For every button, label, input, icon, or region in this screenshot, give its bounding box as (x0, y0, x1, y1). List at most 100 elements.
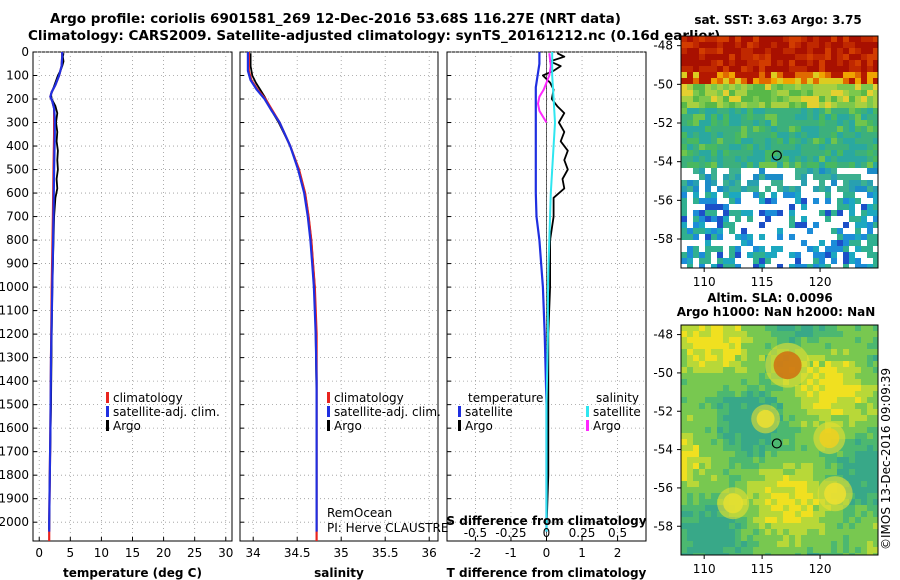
map-blob (773, 351, 802, 380)
x-tick-label: 36 (422, 546, 437, 560)
legend-satellite-label: satellite-adj. clim. (113, 405, 220, 419)
x-tick-label: 35 (334, 546, 349, 560)
x-tick-label: 0 (35, 546, 43, 560)
y-tick-label: 1400 (0, 374, 29, 388)
map-blob (824, 482, 847, 505)
legend-s-satellite-label: satellite (593, 405, 641, 419)
map-frame (680, 35, 879, 269)
credit-project: RemOcean (327, 506, 392, 520)
map-y-tick-label: -52 (653, 404, 673, 418)
figure-title-line2: Climatology: CARS2009. Satellite-adjuste… (28, 28, 721, 44)
y-tick-label: 700 (6, 210, 29, 224)
map-y-tick-label: -56 (653, 481, 673, 495)
x-axis-label: T difference from climatology (447, 566, 647, 580)
map-field (681, 325, 878, 555)
x-tick-label: 35.5 (372, 546, 399, 560)
x-tick-label: 25 (187, 546, 202, 560)
y-tick-label: 300 (6, 116, 29, 130)
y-tick-label: 600 (6, 186, 29, 200)
legend-t-argo-swatch (458, 420, 461, 431)
legend-climatology-label: climatology (334, 391, 404, 405)
panel-difference: -2 -1 0 1 2 T difference from climatology -0.5… (446, 51, 647, 580)
map-x-tick-label: 115 (751, 275, 774, 289)
y-tick-label: 100 (6, 69, 29, 83)
map-x-tick-label: 120 (809, 275, 832, 289)
sla-map-title: Altim. SLA: 0.0096 (707, 291, 833, 305)
legend-s-argo-swatch (586, 420, 589, 431)
legend-satellite-swatch (327, 406, 330, 417)
legend-salinity-title: salinity (596, 391, 639, 405)
series-s-argo-line (537, 53, 552, 124)
map-sla-map: -48 -50 -52 -54 -56 -58 110 115 120 Altim. SLA: 0… (653, 291, 879, 576)
map-y-tick-label: -52 (653, 116, 673, 130)
series-satellite-line (246, 52, 318, 532)
legend-satellite-label: satellite-adj. clim. (334, 405, 441, 419)
y-tick-label: 1900 (0, 492, 29, 506)
map-y-tick-label: -54 (653, 443, 673, 457)
y-tick-label: 800 (6, 233, 29, 247)
x-tick-label: 20 (156, 546, 171, 560)
panel-salinity: 34 34.5 35 35.5 36 salinity climatologysatelli… (239, 51, 441, 580)
legend-t-satellite-label: satellite (465, 405, 513, 419)
x-axis-label: salinity (314, 566, 364, 580)
legend-t-argo-label: Argo (465, 419, 493, 433)
s-tick-label: -0.5 (464, 526, 487, 540)
legend-argo-swatch (327, 420, 330, 431)
x-tick-label: 5 (66, 546, 74, 560)
y-tick-label: 1000 (0, 280, 29, 294)
map-sst-map: -48 -50 -52 -54 -56 -58 110 115 120 sat. SST: 3.6… (653, 13, 879, 289)
map-x-tick-label: 110 (693, 275, 716, 289)
s-tick-label: 0.25 (569, 526, 596, 540)
map-x-tick-label: 115 (751, 562, 774, 576)
s-tick-label: -0.25 (495, 526, 526, 540)
series-t-satellite-line (534, 52, 548, 532)
x-tick-label: -2 (469, 546, 481, 560)
map-x-tick-label: 110 (693, 562, 716, 576)
figure-title-line1: Argo profile: coriolis 6901581_269 12-De… (50, 11, 621, 27)
legend-argo-label: Argo (113, 419, 141, 433)
x-tick-label: 30 (218, 546, 233, 560)
legend-climatology-swatch (106, 392, 109, 403)
y-tick-label: 1300 (0, 351, 29, 365)
x-tick-label: 10 (94, 546, 109, 560)
map-blob (723, 493, 744, 514)
map-y-tick-label: -48 (653, 328, 673, 342)
series-s-satellite-line (545, 52, 556, 532)
map-frame (680, 324, 879, 556)
x-tick-label: 34.5 (284, 546, 311, 560)
y-tick-label: 1200 (0, 327, 29, 341)
y-tick-label: 2000 (0, 515, 29, 529)
legend-s-satellite-swatch (586, 406, 589, 417)
s-tick-label: 0.5 (608, 526, 627, 540)
y-tick-label: 1800 (0, 468, 29, 482)
legend-climatology-swatch (327, 392, 330, 403)
y-tick-label: 500 (6, 163, 29, 177)
map-y-tick-label: -50 (653, 366, 673, 380)
y-tick-label: 200 (6, 92, 29, 106)
s-axis-label: S difference from climatology (446, 514, 646, 528)
map-blob (819, 428, 840, 449)
x-tick-label: -1 (505, 546, 517, 560)
series-satellite-line (48, 52, 64, 532)
sla-map-subtitle: Argo h1000: NaN h2000: NaN (677, 305, 876, 319)
y-tick-label: 1100 (0, 304, 29, 318)
y-tick-label: 0 (21, 45, 29, 59)
y-tick-label: 1700 (0, 445, 29, 459)
x-tick-label: 15 (125, 546, 140, 560)
imos-watermark: ©IMOS 13-Dec-2016 09:09:39 (879, 368, 893, 550)
x-tick-label: 0 (543, 546, 551, 560)
map-y-tick-label: -48 (653, 39, 673, 53)
legend-argo-swatch (106, 420, 109, 431)
legend-t-satellite-swatch (458, 406, 461, 417)
map-x-tick-label: 120 (809, 562, 832, 576)
x-tick-label: 34 (246, 546, 261, 560)
y-tick-label: 900 (6, 257, 29, 271)
y-tick-label: 1600 (0, 421, 29, 435)
map-blob (756, 409, 775, 428)
legend-s-argo-label: Argo (593, 419, 621, 433)
map-y-tick-label: -58 (653, 519, 673, 533)
argo-position-marker (771, 150, 782, 161)
map-field (681, 36, 878, 268)
s-tick-label: 0 (543, 526, 551, 540)
